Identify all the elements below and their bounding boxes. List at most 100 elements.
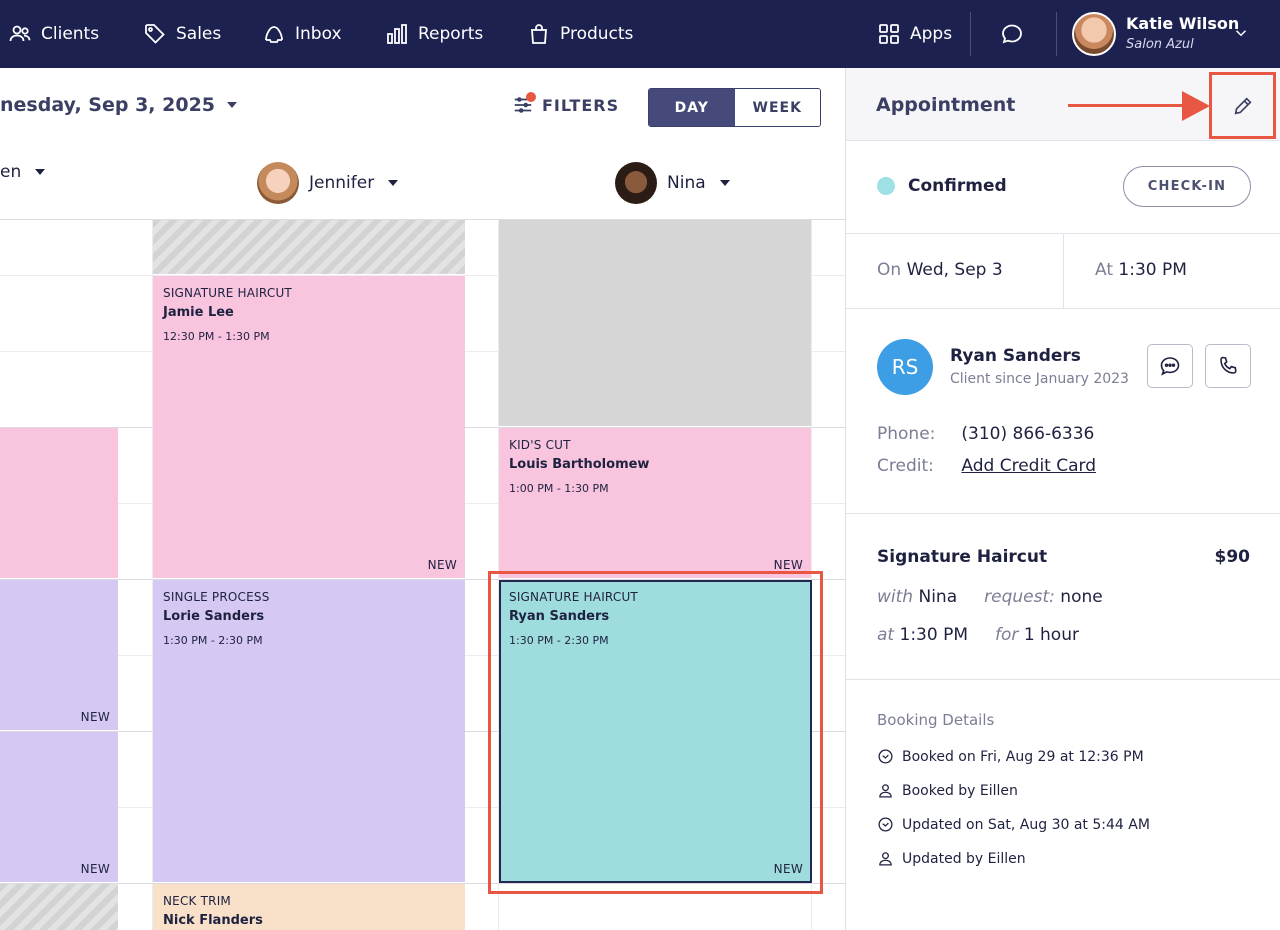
at-label: At — [1095, 260, 1113, 280]
column-divider — [152, 220, 153, 930]
service-price: $90 — [1214, 547, 1251, 567]
nav-reports[interactable]: Reports — [385, 0, 483, 68]
grid-line — [0, 579, 845, 580]
at-value: 1:30 PM — [1118, 260, 1187, 280]
booking-detail-item: Updated on Sat, Aug 30 at 5:44 AM — [877, 816, 1150, 833]
nav-products-label: Products — [560, 24, 634, 44]
apps-grid-icon — [879, 24, 899, 44]
clock-icon — [878, 817, 893, 832]
credit-label: Credit: — [877, 456, 934, 476]
client-since: Client since January 2023 — [950, 371, 1129, 387]
chat-bubble-icon — [1002, 24, 1022, 44]
booking-detail-text: Updated by Eillen — [902, 850, 1026, 867]
appointment-block[interactable]: NECK TRIM Nick Flanders — [153, 884, 465, 930]
user-avatar[interactable] — [1072, 12, 1116, 56]
nav-clients[interactable]: Clients — [8, 0, 99, 68]
booking-details-title: Booking Details — [877, 711, 995, 729]
phone-value[interactable]: (310) 866-6336 — [961, 424, 1095, 444]
message-client-button[interactable] — [1147, 344, 1193, 388]
for-label: for — [995, 625, 1019, 645]
user-salon: Salon Azul — [1126, 37, 1194, 52]
phone-row: Phone: (310) 866-6336 — [877, 424, 1094, 444]
booking-detail-item: Updated by Eillen — [877, 850, 1026, 867]
nav-inbox[interactable]: Inbox — [262, 0, 342, 68]
request-label: request: — [984, 587, 1055, 607]
on-value: Wed, Sep 3 — [906, 260, 1003, 280]
add-credit-card-link[interactable]: Add Credit Card — [961, 456, 1097, 476]
staff-name: en — [0, 162, 22, 182]
nav-apps[interactable]: Apps — [877, 0, 952, 68]
for-value: 1 hour — [1023, 625, 1079, 645]
appointment-client: Ryan Sanders — [509, 609, 610, 624]
calendar-grid: NEW NEW SIGNATURE HAIRCUT Jamie Lee 12:3… — [0, 219, 845, 930]
new-badge: NEW — [773, 558, 803, 572]
filter-active-dot — [526, 92, 536, 102]
person-icon — [879, 852, 892, 866]
time-row: At 1:30 PM — [1095, 260, 1187, 280]
service-staff-row: with Nina request: none — [877, 587, 1103, 607]
edit-button[interactable] — [1209, 72, 1276, 139]
appointment-block[interactable] — [0, 428, 118, 578]
appointment-block[interactable]: SINGLE PROCESS Lorie Sanders 1:30 PM - 2… — [153, 580, 465, 882]
top-navigation: Clients Sales Inbox Reports Products App… — [0, 0, 1280, 68]
booking-detail-item: Booked by Eillen — [877, 782, 1018, 799]
new-badge: NEW — [427, 558, 457, 572]
appointment-service: KID'S CUT — [509, 438, 571, 452]
appointment-panel: Appointment Confirmed CHECK-IN On Wed, S… — [845, 68, 1280, 930]
caret-down-icon — [35, 169, 46, 175]
new-badge: NEW — [773, 862, 803, 876]
blocked-time — [0, 884, 118, 930]
staff-column-header[interactable]: en — [0, 162, 46, 182]
staff-column-header-nina[interactable]: Nina — [615, 162, 730, 204]
booking-detail-text: Booked by Eillen — [902, 782, 1018, 799]
person-icon — [879, 784, 892, 798]
appointment-block[interactable]: SIGNATURE HAIRCUT Jamie Lee 12:30 PM - 1… — [153, 276, 465, 578]
view-day-button[interactable]: DAY — [649, 89, 735, 126]
nav-products[interactable]: Products — [527, 0, 633, 68]
new-badge: NEW — [80, 862, 110, 876]
nav-messages[interactable] — [1000, 0, 1024, 68]
appointment-client: Jamie Lee — [163, 305, 234, 320]
nav-sales[interactable]: Sales — [143, 0, 221, 68]
caret-down-icon — [227, 102, 238, 108]
nav-clients-label: Clients — [41, 24, 100, 44]
divider — [846, 679, 1280, 680]
chevron-down-icon[interactable] — [1232, 24, 1250, 42]
appointment-block[interactable]: NEW — [0, 732, 118, 882]
booking-detail-item: Booked on Fri, Aug 29 at 12:36 PM — [877, 748, 1144, 765]
nav-apps-label: Apps — [910, 24, 953, 44]
nav-inbox-label: Inbox — [295, 24, 342, 44]
service-name: Signature Haircut — [877, 547, 1048, 567]
divider — [1063, 234, 1064, 308]
with-label: with — [877, 587, 914, 607]
appointment-block[interactable]: NEW — [0, 580, 118, 730]
client-name[interactable]: Ryan Sanders — [950, 346, 1081, 366]
credit-row: Credit: Add Credit Card — [877, 456, 1096, 476]
request-value: none — [1060, 587, 1103, 607]
user-name[interactable]: Katie Wilson — [1126, 14, 1240, 33]
view-toggle: DAY WEEK — [648, 88, 821, 127]
nav-reports-label: Reports — [418, 24, 484, 44]
selected-outline — [499, 580, 812, 883]
date-row: On Wed, Sep 3 — [877, 260, 1003, 280]
shopping-bag-icon — [531, 24, 547, 44]
service-at-label: at — [877, 625, 895, 645]
staff-column-header-jennifer[interactable]: Jennifer — [257, 162, 399, 204]
appointment-block-selected[interactable]: SIGNATURE HAIRCUT Ryan Sanders 1:30 PM -… — [499, 580, 811, 882]
status-indicator — [877, 177, 895, 195]
appointment-time: 1:30 PM - 2:30 PM — [163, 634, 263, 647]
view-week-button[interactable]: WEEK — [734, 89, 820, 126]
status-label: Confirmed — [908, 176, 1007, 196]
date-selector[interactable]: nesday, Sep 3, 2025 — [0, 94, 238, 116]
appointment-service: SINGLE PROCESS — [163, 590, 270, 604]
column-divider — [811, 220, 812, 930]
appointment-service: SIGNATURE HAIRCUT — [163, 286, 292, 300]
filters-button[interactable]: FILTERS — [512, 92, 619, 116]
blocked-time — [153, 220, 465, 274]
appointment-block[interactable]: KID'S CUT Louis Bartholomew 1:00 PM - 1:… — [499, 428, 811, 578]
panel-header: Appointment — [846, 68, 1280, 141]
check-in-button[interactable]: CHECK-IN — [1123, 166, 1251, 207]
phone-label: Phone: — [877, 424, 936, 444]
phone-icon — [1220, 356, 1237, 374]
call-client-button[interactable] — [1205, 344, 1251, 388]
